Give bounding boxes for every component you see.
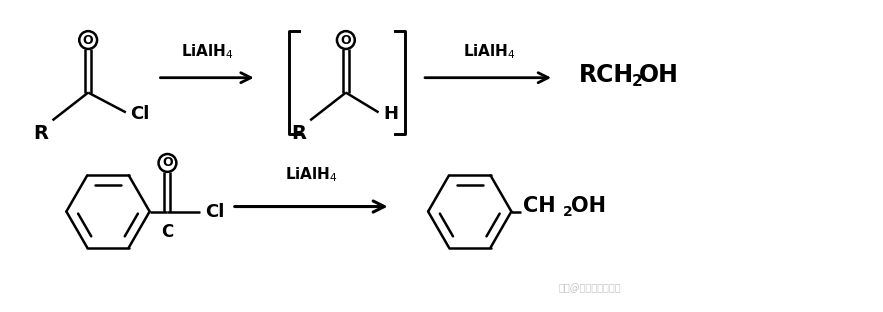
Text: Cl: Cl xyxy=(130,105,149,123)
Text: OH: OH xyxy=(639,63,679,87)
Text: R: R xyxy=(291,124,306,143)
Text: LiAlH$_4$: LiAlH$_4$ xyxy=(181,42,234,61)
Circle shape xyxy=(79,31,97,49)
Text: CH: CH xyxy=(524,196,556,216)
Text: H: H xyxy=(383,105,398,123)
Text: C: C xyxy=(162,223,174,241)
Text: 知乎@浪得虚名张大师: 知乎@浪得虚名张大师 xyxy=(559,283,622,293)
Text: O: O xyxy=(162,156,173,169)
Text: Cl: Cl xyxy=(205,202,224,221)
Text: 2: 2 xyxy=(562,206,573,220)
Text: O: O xyxy=(341,34,351,46)
Text: O: O xyxy=(83,34,94,46)
Text: OH: OH xyxy=(570,196,606,216)
Text: R: R xyxy=(34,124,49,143)
Text: 2: 2 xyxy=(631,74,642,89)
Circle shape xyxy=(159,154,177,172)
Text: LiAlH$_4$: LiAlH$_4$ xyxy=(284,165,337,184)
Text: RCH: RCH xyxy=(578,63,634,87)
Text: LiAlH$_4$: LiAlH$_4$ xyxy=(463,42,516,61)
Circle shape xyxy=(337,31,355,49)
